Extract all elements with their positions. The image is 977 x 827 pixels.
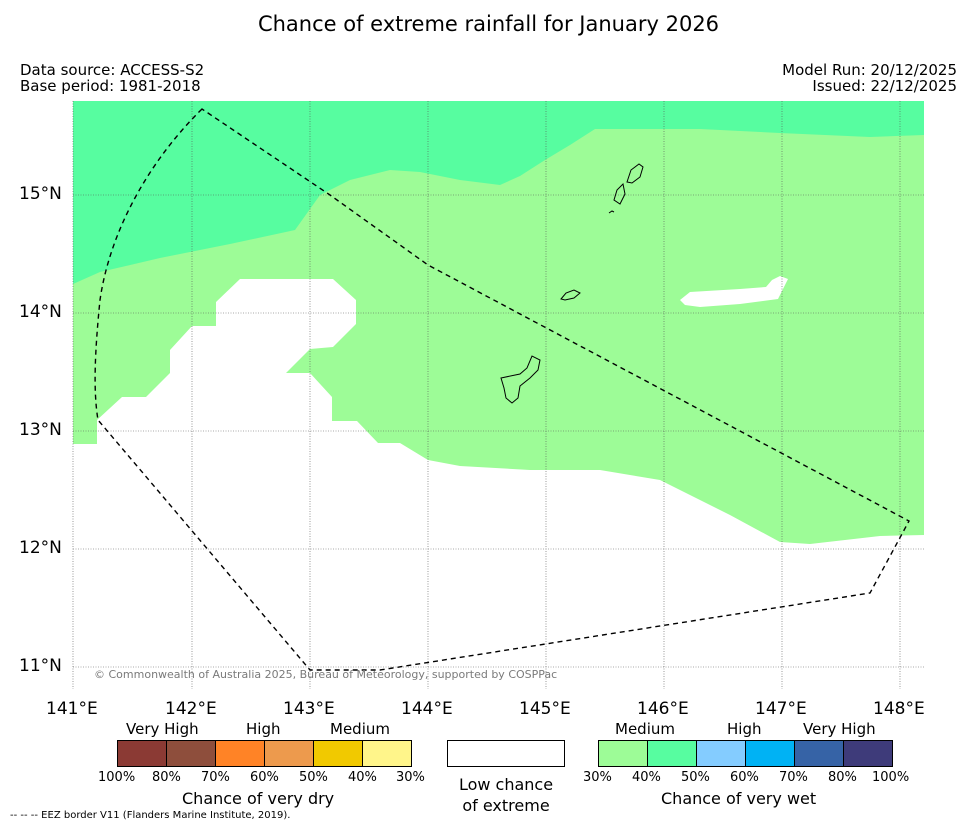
wet-level-very-high: Very High bbox=[803, 720, 876, 738]
wet-swatch-1 bbox=[598, 740, 648, 767]
wet-pct-30: 30% bbox=[583, 770, 612, 785]
model-run: Model Run: 20/12/2025 bbox=[782, 61, 957, 79]
wet-pct-60: 60% bbox=[730, 770, 759, 785]
wet-level-medium: Medium bbox=[615, 720, 675, 738]
island-guam bbox=[500, 355, 541, 404]
issued-date: Issued: 22/12/2025 bbox=[812, 77, 957, 95]
wet-pct-100: 100% bbox=[872, 770, 910, 785]
lat-tick-14: 14°N bbox=[19, 302, 62, 322]
lon-tick-146: 146°E bbox=[637, 699, 689, 719]
meta-right: Model Run: 20/12/2025 Issued: 22/12/2025 bbox=[782, 62, 957, 94]
low-chance-line2: of extreme bbox=[462, 796, 550, 815]
data-source: Data source: ACCESS-S2 bbox=[20, 61, 205, 79]
dry-pct-80: 80% bbox=[152, 770, 181, 785]
dry-pct-70: 70% bbox=[201, 770, 230, 785]
wet-caption: Chance of very wet bbox=[661, 789, 817, 808]
wet-swatch-2 bbox=[647, 740, 697, 767]
wet-pct-70: 70% bbox=[779, 770, 808, 785]
lat-tick-11: 11°N bbox=[19, 656, 62, 676]
low-chance-caption: Low chance of extreme bbox=[447, 774, 565, 816]
island-aguijan bbox=[608, 210, 615, 214]
lon-tick-145: 145°E bbox=[519, 699, 571, 719]
copyright-credit: © Commonwealth of Australia 2025, Bureau… bbox=[94, 668, 558, 681]
wet-pct-80: 80% bbox=[828, 770, 857, 785]
map-title: Chance of extreme rainfall for January 2… bbox=[257, 12, 720, 36]
dry-swatch-1 bbox=[117, 740, 167, 767]
wet-swatch-4 bbox=[745, 740, 795, 767]
low-chance-swatch bbox=[447, 740, 565, 767]
lon-tick-143: 143°E bbox=[283, 699, 335, 719]
dry-swatch-3 bbox=[215, 740, 265, 767]
dry-level-very-high: Very High bbox=[126, 720, 199, 738]
dry-level-medium: Medium bbox=[330, 720, 390, 738]
gridlines bbox=[72, 101, 924, 689]
dry-pct-100: 100% bbox=[98, 770, 136, 785]
lat-tick-13: 13°N bbox=[19, 420, 62, 440]
dry-swatch-4 bbox=[264, 740, 314, 767]
dry-swatch-5 bbox=[313, 740, 363, 767]
region-medium-high-wet bbox=[73, 101, 924, 284]
island-rota bbox=[560, 289, 581, 301]
lon-tick-141: 141°E bbox=[46, 699, 98, 719]
wet-swatch-6 bbox=[843, 740, 893, 767]
dry-swatch-6 bbox=[362, 740, 412, 767]
wet-swatch-3 bbox=[696, 740, 746, 767]
dry-pct-30: 30% bbox=[396, 770, 425, 785]
wet-swatch-5 bbox=[794, 740, 844, 767]
wet-pct-40: 40% bbox=[632, 770, 661, 785]
dry-pct-50: 50% bbox=[299, 770, 328, 785]
island-saipan bbox=[626, 163, 644, 184]
islands bbox=[500, 163, 644, 404]
lon-tick-144: 144°E bbox=[401, 699, 453, 719]
eez-note: -- -- -- EEZ border V11 (Flanders Marine… bbox=[10, 810, 291, 821]
dry-swatch-2 bbox=[166, 740, 216, 767]
eez-border bbox=[94, 108, 910, 671]
dry-pct-60: 60% bbox=[250, 770, 279, 785]
lon-tick-147: 147°E bbox=[755, 699, 807, 719]
lon-tick-142: 142°E bbox=[165, 699, 217, 719]
low-chance-line1: Low chance bbox=[458, 775, 554, 794]
lat-tick-12: 12°N bbox=[19, 538, 62, 558]
lat-tick-15: 15°N bbox=[19, 184, 62, 204]
dry-pct-40: 40% bbox=[348, 770, 377, 785]
wet-level-high: High bbox=[727, 720, 762, 738]
base-period: Base period: 1981-2018 bbox=[20, 77, 201, 95]
dry-caption: Chance of very dry bbox=[182, 789, 335, 808]
dry-level-high: High bbox=[246, 720, 281, 738]
lon-tick-148: 148°E bbox=[873, 699, 925, 719]
wet-pct-50: 50% bbox=[681, 770, 710, 785]
island-tinian bbox=[613, 182, 626, 205]
meta-left: Data source: ACCESS-S2 Base period: 1981… bbox=[20, 62, 204, 94]
region-low-patch bbox=[680, 276, 788, 307]
